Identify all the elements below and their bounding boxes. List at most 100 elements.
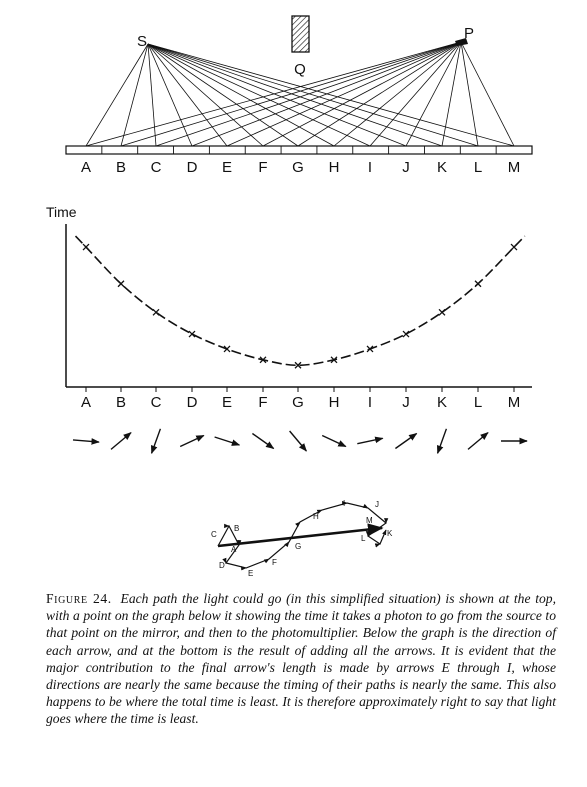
x-tick-label: D <box>187 394 198 411</box>
ray-from-source <box>147 43 228 147</box>
mirror-label: C <box>151 159 162 176</box>
x-axis-ticks <box>85 387 515 392</box>
light-paths <box>85 41 515 147</box>
mirror-label: G <box>292 159 304 176</box>
ray-from-source <box>147 43 479 147</box>
x-axis-labels: A B C D E F G H I J K L M <box>81 394 520 411</box>
sum-label: J <box>375 500 379 509</box>
mirror-label: K <box>437 159 447 176</box>
sum-label: I <box>343 499 345 508</box>
ray-to-detector <box>441 41 462 147</box>
phase-arrow <box>289 430 307 452</box>
x-tick-label: J <box>402 394 410 411</box>
sum-label: A <box>231 545 237 554</box>
mirror-label: I <box>368 159 372 176</box>
phase-arrow <box>357 436 384 445</box>
sum-label: F <box>272 558 277 567</box>
x-tick-label: E <box>222 394 232 411</box>
figure-caption: Figure 24. Each path the light could go … <box>46 590 556 728</box>
mirror-label: L <box>474 159 482 176</box>
phase-arrow <box>251 432 275 450</box>
x-tick-label: H <box>329 394 340 411</box>
phase-arrow <box>179 434 205 448</box>
blocker-label: Q <box>294 61 306 78</box>
ray-to-detector <box>460 41 515 147</box>
phase-arrow <box>110 432 132 450</box>
x-tick-label: A <box>81 394 91 411</box>
ray-to-detector <box>226 41 462 147</box>
phase-arrow <box>436 428 448 454</box>
blocker-screen <box>291 15 310 53</box>
ray-from-source <box>85 43 149 147</box>
phase-arrows <box>72 428 528 454</box>
time-point-marker <box>438 308 446 316</box>
mirror-point-labels: A B C D E F G H I J K L M <box>81 159 520 176</box>
sum-label: G <box>295 542 301 551</box>
sum-label: C <box>211 530 217 539</box>
ray-from-source <box>147 43 371 147</box>
source-label: S <box>137 33 147 50</box>
time-point-marker <box>510 243 518 251</box>
time-point-marker <box>82 243 90 251</box>
time-point-marker <box>152 308 160 316</box>
sum-label: L <box>361 534 366 543</box>
photomultiplier-shape <box>455 38 468 46</box>
x-tick-label: C <box>151 394 162 411</box>
sum-label: E <box>248 569 253 578</box>
mirror-label: J <box>402 159 410 176</box>
phase-arrow <box>214 436 241 446</box>
ray-from-source <box>147 43 264 147</box>
mirror-segments <box>65 146 533 154</box>
mirror-label: D <box>187 159 198 176</box>
mirror-label: F <box>258 159 267 176</box>
ray-to-detector <box>297 41 462 147</box>
time-point-marker <box>330 356 338 364</box>
phase-arrow <box>394 432 418 450</box>
final-arrow <box>217 523 384 548</box>
ray-to-detector <box>369 41 462 147</box>
time-point-marker <box>402 330 410 338</box>
sum-label: B <box>234 524 239 533</box>
y-axis-label: Time <box>46 204 77 220</box>
ray-from-source <box>147 43 407 147</box>
time-curve <box>74 235 526 367</box>
x-tick-label: I <box>368 394 372 411</box>
x-tick-label: F <box>258 394 267 411</box>
ray-from-source <box>147 43 443 147</box>
ray-to-detector <box>262 41 462 147</box>
x-tick-label: L <box>474 394 482 411</box>
time-point-marker <box>223 345 231 353</box>
caption-text: Each path the light could go (in this si… <box>46 591 556 727</box>
time-point-marker <box>294 361 302 369</box>
x-tick-label: B <box>116 394 126 411</box>
mirror <box>65 145 533 155</box>
detector-label: P <box>464 25 474 42</box>
sum-label: D <box>219 561 225 570</box>
time-point-marker <box>366 345 374 353</box>
time-point-marker <box>474 280 482 288</box>
x-tick-label: M <box>508 394 521 411</box>
ray-from-source <box>147 43 299 147</box>
figure-label: Figure 24. <box>46 591 112 606</box>
mirror-label: M <box>508 159 521 176</box>
x-tick-label: G <box>292 394 304 411</box>
ray-from-source <box>147 43 335 147</box>
ray-from-source <box>147 43 157 147</box>
ray-to-detector <box>405 41 462 147</box>
sum-label: H <box>313 512 319 521</box>
vector-sum-diagram: A B C D E F G H I J K L M <box>211 499 393 578</box>
mirror-label: B <box>116 159 126 176</box>
ray-from-source <box>147 43 193 147</box>
mirror-label: E <box>222 159 232 176</box>
time-point-marker <box>188 330 196 338</box>
ray-from-source <box>120 43 149 147</box>
ray-to-detector <box>333 41 462 147</box>
sum-label: M <box>366 516 373 525</box>
time-markers <box>82 243 518 369</box>
time-point-marker <box>259 356 267 364</box>
time-point-marker <box>117 280 125 288</box>
phase-arrow <box>467 432 489 450</box>
phase-arrow <box>72 438 100 445</box>
mirror-label: A <box>81 159 91 176</box>
feynman-figure: Q S P A B C D E F G H I J K L M Time A B… <box>46 15 533 578</box>
